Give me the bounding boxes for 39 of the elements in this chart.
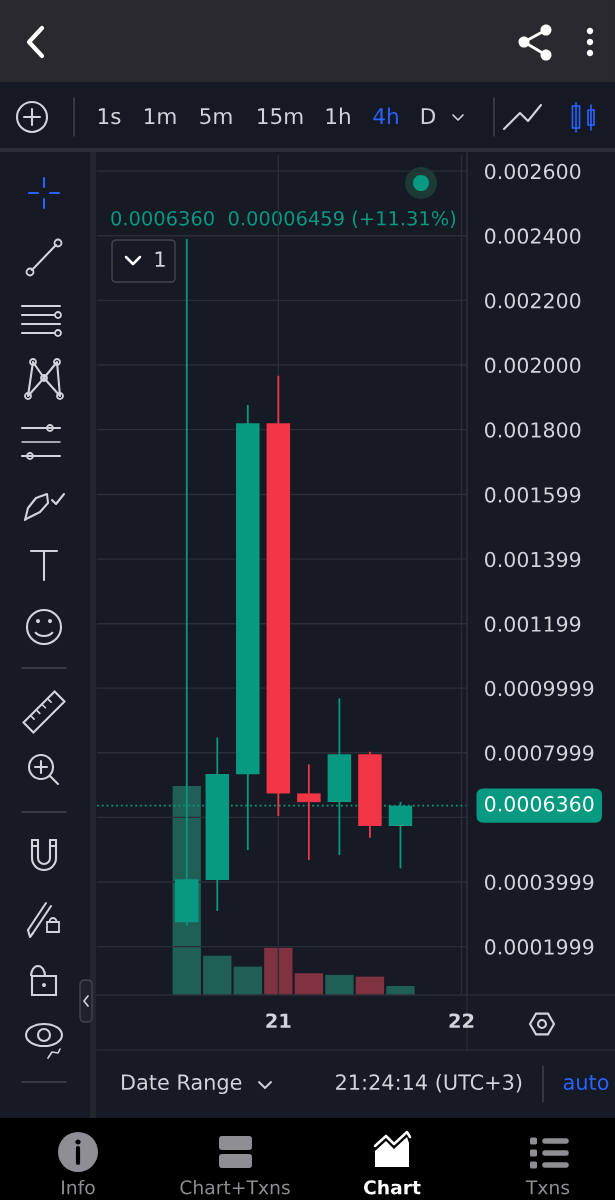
text: Date Range — [122, 1074, 242, 1095]
text: 0.0006360 0.00006459 (+11.31%) — [111, 210, 456, 228]
bar — [264, 947, 293, 995]
bar — [233, 966, 262, 995]
text: Chart — [363, 1179, 421, 1195]
text: Info — [62, 1179, 95, 1195]
text: auto — [563, 1075, 609, 1091]
bar — [203, 955, 232, 995]
bar — [386, 986, 415, 995]
y-tick-label: 0.002000 — [485, 357, 581, 374]
y-tick-label: 0.001599 — [485, 487, 581, 503]
y-tick-label: 0.0001999 — [485, 939, 594, 955]
candlestick — [297, 763, 321, 861]
y-tick-label: 0.0003999 — [485, 874, 594, 891]
y-tick-label: 0.001399 — [485, 551, 581, 568]
text: 1s — [98, 108, 121, 125]
text: 1m — [145, 108, 176, 124]
y-tick-label: 0.002600 — [485, 163, 581, 180]
y-tick-label: 0.001800 — [485, 422, 581, 438]
x-tick-label: 21 — [266, 1013, 291, 1028]
y-tick-label: 0.002200 — [485, 292, 581, 309]
y-tick-label: 0.002400 — [485, 228, 581, 244]
text: 1h — [326, 107, 350, 124]
bar — [294, 973, 324, 995]
text: 15m — [258, 108, 303, 125]
text: D — [421, 108, 436, 124]
y-tick-label: 0.001199 — [485, 616, 581, 632]
ref-line-label: 0.0006360 — [485, 796, 594, 812]
text: 21:24:14 (UTC+3) — [336, 1073, 522, 1093]
text: Txns — [525, 1180, 570, 1195]
annotation: 1 — [155, 251, 165, 267]
text: 4h — [373, 107, 398, 124]
bar — [355, 976, 385, 995]
bar — [325, 974, 354, 995]
text: 5m — [200, 108, 232, 125]
x-tick-label: 22 — [449, 1013, 474, 1028]
text: Chart+Txns — [180, 1179, 290, 1195]
y-tick-label: 0.0007999 — [485, 745, 594, 761]
y-tick-label: 0.0009999 — [485, 680, 594, 697]
